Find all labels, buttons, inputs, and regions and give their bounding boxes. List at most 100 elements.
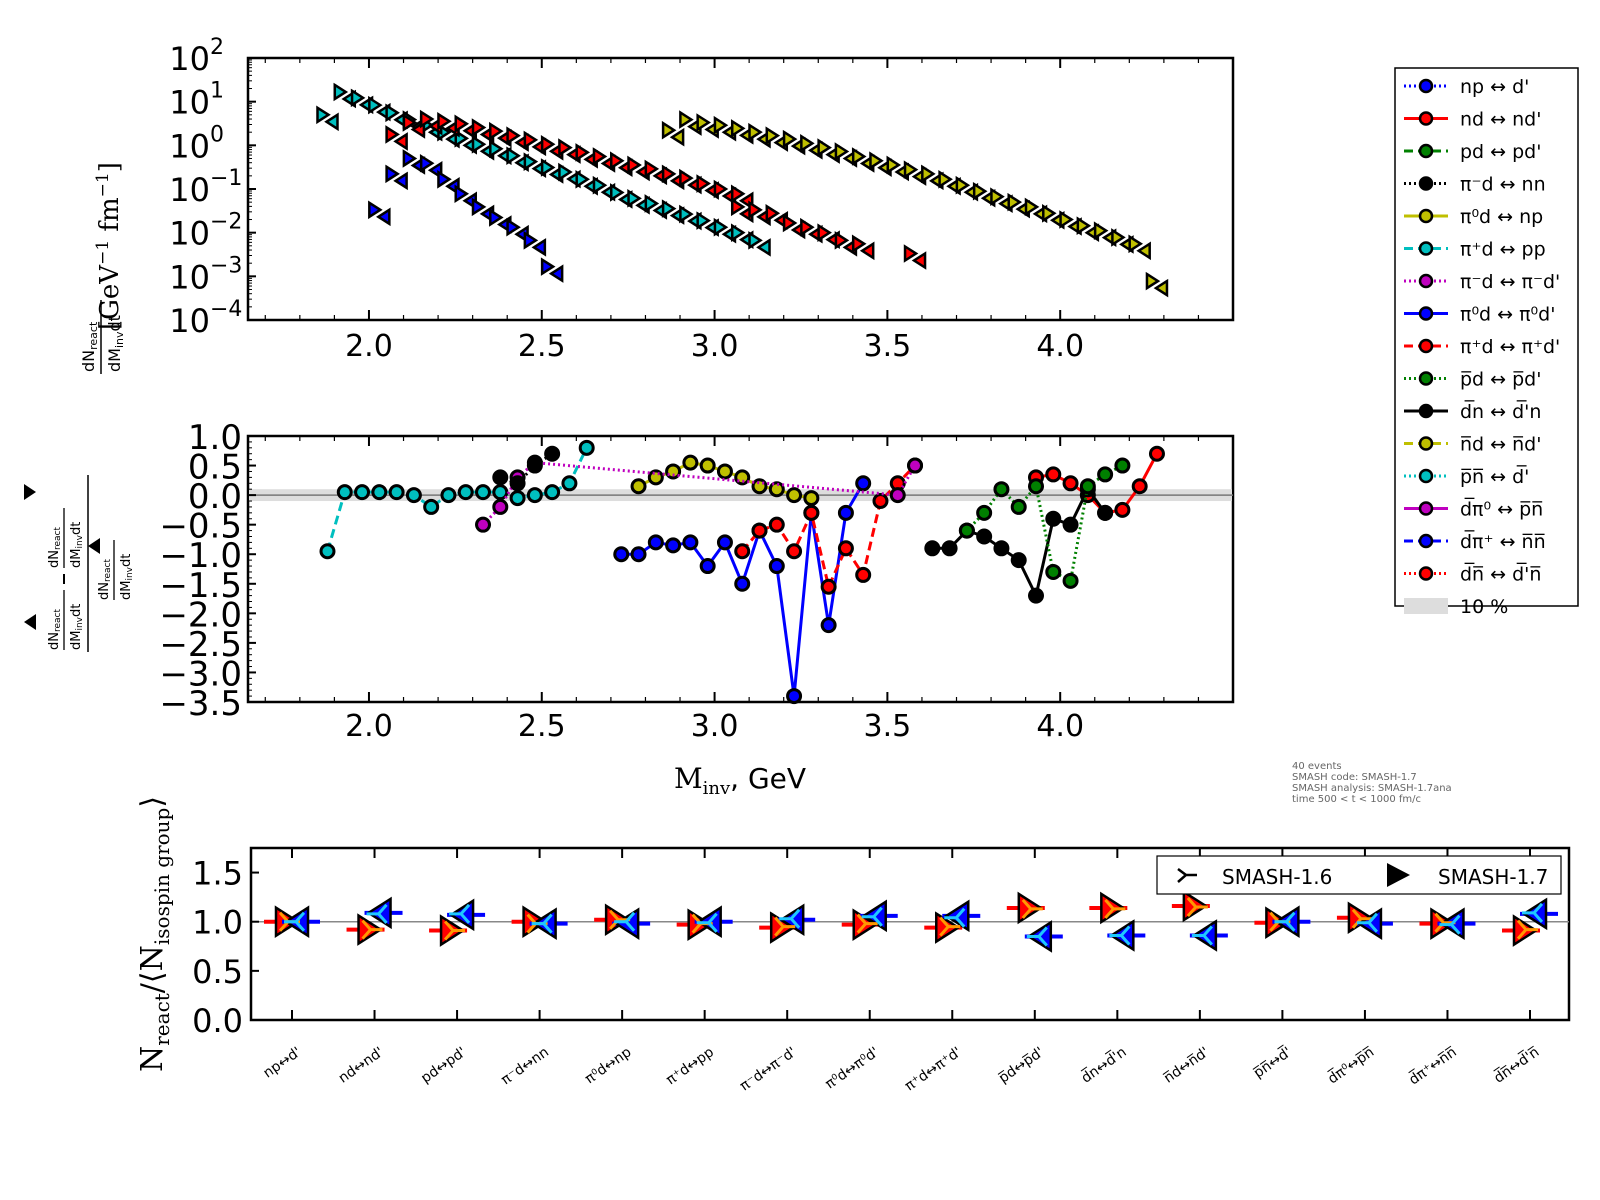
- data-point: [336, 484, 353, 501]
- data-point: [768, 516, 785, 533]
- y-tick-exponent: −4: [210, 297, 242, 322]
- data-point: [544, 445, 561, 462]
- forward-marker: [644, 159, 660, 179]
- forward-marker: [592, 175, 608, 195]
- forward-marker: [610, 183, 625, 202]
- data-point: [889, 487, 906, 504]
- forward-marker: [454, 114, 470, 134]
- data-point: [319, 543, 336, 560]
- backward-tri-marker: [696, 912, 718, 933]
- legend-marker-icon: [1418, 566, 1434, 581]
- data-point: [1010, 552, 1027, 569]
- triangle-right-marker-icon: [1387, 863, 1410, 887]
- data-point: [475, 484, 492, 501]
- forward-marker: [558, 162, 573, 182]
- y-tick-label: 10: [169, 258, 210, 296]
- data-point: [1045, 563, 1062, 580]
- forward-marker: [540, 257, 556, 276]
- forward-marker: [489, 208, 504, 227]
- legend-marker-icon: [1418, 403, 1434, 419]
- data-point: [665, 537, 682, 554]
- data-point: [509, 490, 526, 507]
- forward-marker: [661, 120, 677, 140]
- backward-tri-marker: [1439, 914, 1461, 935]
- data-point: [1062, 516, 1079, 533]
- forward-marker: [713, 179, 729, 199]
- data-point: [354, 484, 371, 501]
- backward-tri-marker: [1522, 902, 1544, 923]
- data-point: [423, 498, 440, 515]
- data-point: [1028, 478, 1044, 495]
- legend-marker-icon: [1418, 501, 1434, 516]
- forward-marker: [385, 125, 400, 144]
- backward-marker: [376, 207, 391, 227]
- y-tick-exponent: −2: [210, 210, 242, 235]
- data-point: [751, 522, 768, 539]
- data-point: [492, 484, 509, 501]
- backward-tri-marker: [861, 906, 883, 927]
- legend-item-label: d̅n̅ ↔ d̅'n̅: [1460, 561, 1541, 585]
- x-tick-label: nd↔nd': [336, 1044, 387, 1086]
- y-tick-exponent: −3: [210, 253, 242, 278]
- forward-marker: [955, 175, 971, 195]
- legend-item-label: d̅π⁰ ↔ p̅n̅: [1460, 496, 1543, 520]
- ratio-legend: SMASH-1.6 SMASH-1.7: [1156, 855, 1562, 895]
- forward-marker: [627, 189, 642, 208]
- svg-text:dMinvdt: dMinvdt: [105, 315, 126, 372]
- forward-marker: [661, 164, 677, 184]
- data-point: [1097, 466, 1114, 483]
- forward-marker: [696, 211, 711, 230]
- forward-marker: [592, 147, 608, 166]
- legend-marker-icon: [1418, 111, 1434, 126]
- forward-marker: [419, 109, 435, 129]
- data-point: [440, 487, 457, 504]
- x-tick-label: π⁺d↔π⁺d': [902, 1044, 964, 1094]
- forward-marker: [1111, 228, 1126, 247]
- forward-marker: [627, 155, 642, 175]
- y-tick-exponent: 1: [210, 79, 224, 104]
- data-point: [786, 543, 803, 560]
- x-tick-label: 2.5: [518, 709, 566, 744]
- series-line: [326, 447, 589, 552]
- forward-marker: [851, 234, 867, 254]
- svg-text:dNreact: dNreact: [47, 527, 63, 568]
- y-tick-label: 10: [169, 171, 210, 209]
- backward-tri-marker: [366, 903, 388, 924]
- x-tick-label: 2.0: [345, 329, 393, 364]
- backward-marker: [859, 241, 875, 261]
- legend-marker-icon: [1418, 436, 1434, 451]
- data-point: [1010, 498, 1027, 515]
- x-tick-label: d̅π⁺↔n̅n̅: [1405, 1043, 1460, 1088]
- data-point: [820, 617, 837, 634]
- forward-marker: [886, 155, 902, 175]
- legend-item-label: π⁺d ↔ π⁺d': [1460, 336, 1560, 358]
- spectra-ylabel-fraction: dNreact dMinvdt: [79, 300, 126, 374]
- data-point: [699, 558, 716, 575]
- data-point: [907, 457, 924, 474]
- data-point: [803, 490, 820, 507]
- y-tick-label: 10: [169, 40, 210, 78]
- legend-item-label: np ↔ d': [1460, 76, 1529, 98]
- forward-marker: [679, 168, 694, 188]
- backward-tri-marker: [1356, 912, 1379, 933]
- y-tick-exponent: 0: [210, 122, 224, 147]
- x-tick-label: n̅d↔n̅d': [1161, 1044, 1212, 1086]
- legend-item-label: p̅n̅ ↔ d̅': [1460, 464, 1529, 488]
- data-point: [647, 469, 664, 486]
- forward-marker: [1076, 216, 1092, 235]
- y-tick-exponent: 2: [210, 35, 224, 60]
- data-point: [405, 487, 422, 504]
- y-tick-label: 10: [169, 215, 210, 253]
- data-point: [872, 493, 889, 510]
- forward-marker: [437, 111, 452, 131]
- forward-marker: [506, 146, 521, 166]
- forward-marker: [471, 135, 487, 154]
- forward-marker: [713, 115, 729, 135]
- legend-item-label: π⁰d ↔ π⁰d': [1460, 304, 1555, 326]
- y-tick-label: 10: [169, 127, 210, 165]
- x-tick-label: pd↔pd': [418, 1044, 469, 1086]
- series-line: [499, 452, 553, 486]
- data-point: [492, 469, 509, 486]
- data-point: [1114, 457, 1131, 474]
